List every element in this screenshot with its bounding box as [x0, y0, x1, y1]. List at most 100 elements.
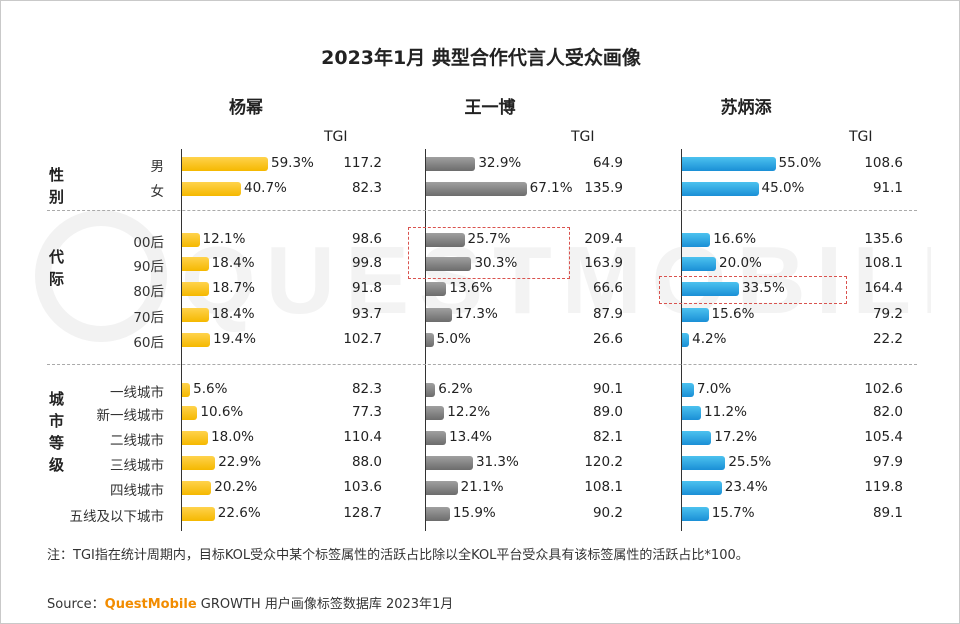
value-label: 18.0% — [211, 429, 254, 445]
category-label: 70后 — [133, 310, 164, 326]
value-label: 6.2% — [438, 381, 473, 397]
category-label: 三线城市 — [110, 458, 164, 474]
source-prefix: Source： — [47, 597, 105, 612]
bar — [182, 481, 212, 495]
tgi-value: 90.2 — [592, 505, 623, 521]
value-label: 25.7% — [467, 231, 511, 247]
category-label: 一线城市 — [110, 385, 164, 401]
tgi-value: 108.6 — [864, 155, 903, 171]
bar — [426, 456, 473, 470]
bar — [182, 333, 211, 347]
axis-2 — [425, 149, 426, 531]
bar — [682, 456, 726, 470]
bar — [426, 431, 447, 445]
value-label: 40.7% — [244, 180, 287, 196]
tgi-value: 89.1 — [872, 505, 903, 521]
tgi-value: 82.1 — [592, 429, 623, 445]
chart-title: 2023年1月 典型合作代言人受众画像 — [321, 47, 641, 69]
bar — [426, 507, 450, 521]
bar — [426, 308, 452, 322]
bar — [682, 308, 709, 322]
value-label: 21.1% — [460, 479, 504, 495]
value-label: 67.1% — [529, 180, 573, 196]
tgi-value: 163.9 — [584, 255, 623, 271]
tgi-value: 82.3 — [351, 381, 382, 397]
value-label: 19.4% — [213, 331, 257, 347]
tgi-value: 88.0 — [351, 454, 382, 470]
category-label: 男 — [150, 159, 165, 175]
bar — [426, 257, 472, 271]
value-label: 17.2% — [714, 429, 758, 445]
category-label: 90后 — [133, 259, 164, 275]
value-label: 22.6% — [217, 505, 261, 521]
bar — [182, 507, 215, 521]
value-label: 31.3% — [475, 454, 519, 470]
value-label: 25.5% — [728, 454, 772, 470]
bar — [426, 333, 434, 347]
value-label: 32.9% — [478, 155, 522, 171]
value-label: 55.0% — [778, 155, 822, 171]
bar — [682, 182, 759, 196]
tgi-value: 99.8 — [351, 255, 382, 271]
tgi-value: 120.2 — [584, 454, 623, 470]
bar — [182, 282, 210, 296]
source-line: Source：QuestMobile GROWTH 用户画像标签数据库 2023… — [47, 593, 453, 612]
category-label: 女 — [150, 184, 165, 200]
category-label: 二线城市 — [110, 433, 164, 449]
tgi-value: 79.2 — [872, 306, 903, 322]
bar — [682, 257, 716, 271]
bar — [682, 383, 694, 397]
footnote: 注：TGI指在统计周期内，目标KOL受众中某个标签属性的活跃占比除以全KOL平台… — [47, 548, 749, 563]
value-label: 16.6% — [713, 231, 757, 247]
bar — [182, 157, 268, 171]
bar — [182, 308, 209, 322]
bar — [426, 383, 436, 397]
value-label: 22.9% — [218, 454, 262, 470]
tgi-value: 89.0 — [592, 404, 623, 420]
value-label: 7.0% — [696, 381, 732, 397]
value-label: 18.7% — [212, 280, 255, 296]
bar — [682, 157, 776, 171]
value-label: 5.0% — [436, 331, 471, 347]
tgi-value: 102.7 — [343, 331, 382, 347]
bar — [182, 406, 198, 420]
value-label: 30.3% — [474, 255, 518, 271]
value-label: 15.9% — [452, 505, 496, 521]
category-label: 00后 — [133, 235, 164, 251]
tgi-value: 110.4 — [343, 429, 382, 445]
value-label: 20.2% — [214, 479, 258, 495]
value-label: 45.0% — [761, 180, 805, 196]
value-label: 13.4% — [449, 429, 492, 445]
bar — [426, 157, 476, 171]
value-label: 4.2% — [692, 331, 727, 347]
value-label: 15.6% — [711, 306, 755, 322]
tgi-value: 102.6 — [864, 381, 903, 397]
bar — [682, 406, 702, 420]
bar — [682, 282, 739, 296]
series-name: 王一博 — [464, 98, 516, 118]
tgi-value: 98.6 — [351, 231, 382, 247]
tgi-value: 108.1 — [584, 479, 623, 495]
bar — [182, 383, 191, 397]
source-rest: GROWTH 用户画像标签数据库 2023年1月 — [196, 597, 454, 612]
axis-1 — [181, 149, 182, 531]
tgi-value: 64.9 — [592, 155, 623, 171]
value-label: 20.0% — [719, 255, 762, 271]
category-label: 60后 — [133, 335, 164, 351]
tgi-value: 66.6 — [592, 280, 623, 296]
bar — [182, 431, 209, 445]
value-label: 33.5% — [741, 280, 785, 296]
group-name: 城市等级 — [49, 390, 65, 474]
tgi-value: 26.6 — [592, 331, 623, 347]
bar — [682, 431, 712, 445]
value-label: 10.6% — [200, 404, 244, 420]
category-label: 80后 — [133, 284, 164, 300]
tgi-value: 82.3 — [351, 180, 382, 196]
bar — [426, 182, 527, 196]
value-label: 59.3% — [270, 155, 314, 171]
bar — [426, 282, 447, 296]
group-separator — [47, 364, 917, 365]
tgi-value: 105.4 — [864, 429, 903, 445]
tgi-header: TGI — [324, 129, 348, 145]
